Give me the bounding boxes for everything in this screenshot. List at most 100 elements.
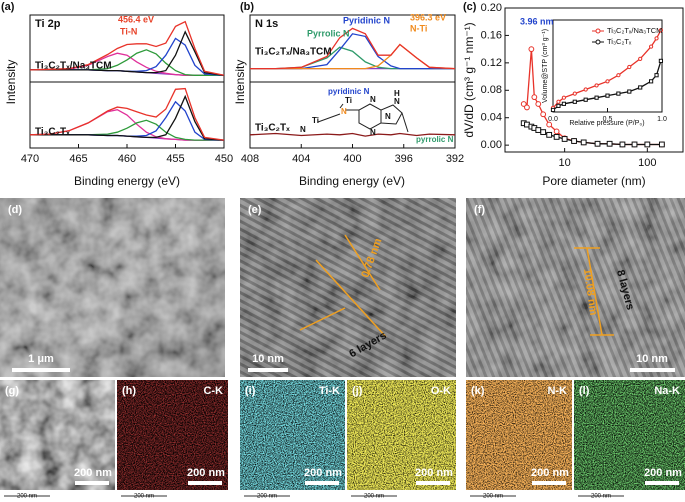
title: N 1s: [255, 18, 278, 30]
eds-map: [466, 380, 572, 490]
scale-bar: [532, 481, 566, 485]
point: [561, 95, 567, 100]
frame: [504, 7, 684, 153]
point: [649, 44, 654, 49]
scale-label: 10 nm: [252, 353, 284, 365]
x-tick-label: 465: [69, 153, 87, 165]
y-tick-label: 0.04: [481, 112, 502, 124]
x-tick-label: 470: [21, 153, 39, 165]
panel-label: (d): [8, 204, 22, 216]
ruler-strip: [574, 490, 685, 502]
point: [572, 99, 577, 104]
scale-label: 200 nm: [74, 467, 112, 479]
point: [535, 127, 542, 133]
molecule-label: N: [341, 107, 347, 116]
scale-bar: [645, 481, 679, 485]
molecule-label: N: [300, 125, 306, 134]
annotation: Pyridinic N: [343, 15, 390, 25]
sem-texture: [0, 198, 225, 377]
annotation: Ti-N: [120, 26, 137, 36]
sample: Ti₃C₂Tₓ: [35, 127, 70, 138]
scale-label: 200 nm: [531, 467, 569, 479]
panel-label: (e): [248, 204, 262, 216]
scale-bar: [416, 481, 450, 485]
ruler-label: 200 nm: [17, 494, 37, 500]
y-tick-label: 0.20: [481, 2, 502, 14]
eds-map: [347, 380, 456, 490]
x-tick-label: 0.0: [548, 116, 558, 123]
y-axis-label: Intensity: [4, 60, 18, 105]
x-tick-label: 0.5: [603, 116, 613, 123]
x-tick-label: 392: [446, 153, 464, 165]
x-tick-label: 10: [559, 157, 571, 169]
point: [627, 89, 632, 94]
panel-label: (c): [463, 1, 477, 13]
scale-label: 200 nm: [415, 467, 453, 479]
x-tick-label: 455: [166, 153, 184, 165]
element-label: Na-K: [654, 385, 680, 397]
ruler-strip: [0, 490, 115, 502]
ruler-label: 200 nm: [257, 494, 277, 500]
sample: Ti₃C₂Tₓ: [255, 123, 290, 134]
bond: [401, 112, 409, 133]
annotation: 3.96 nm: [520, 16, 554, 26]
panel-label: (l): [579, 385, 590, 397]
point: [638, 56, 643, 61]
point: [594, 140, 601, 147]
point: [616, 91, 621, 96]
x-tick-label: 450: [215, 153, 233, 165]
point: [654, 73, 659, 78]
eds-map: [240, 380, 345, 490]
molecule-label: N: [370, 128, 376, 137]
point: [540, 129, 547, 136]
molecule: [317, 103, 409, 133]
point: [553, 134, 560, 140]
ruler-label: 200 nm: [483, 494, 503, 500]
point: [556, 103, 561, 108]
molecule-label: Ti: [312, 116, 319, 125]
sample: Ti₃C₂Tₓ/Na₃TCM: [255, 47, 332, 58]
scale-label: 10 nm: [636, 353, 668, 365]
series-line: [250, 27, 456, 70]
legend-marker: [595, 28, 601, 34]
micrograph-e: (e) 0.78 nm 6 layers 10 nm: [240, 198, 456, 377]
point: [594, 83, 599, 88]
eds-maps: (g) 200 nm 200 nm (h) C-K 200 nm 200 nm (i) Ti-K…: [0, 380, 685, 502]
point: [631, 141, 638, 148]
point: [605, 93, 610, 98]
point: [524, 104, 530, 111]
micrograph-f: (f) 10.08 nm 8 layers 10 nm: [466, 198, 685, 377]
series-line: [30, 94, 225, 141]
molecule-label: N: [370, 95, 376, 104]
scale-label: 200 nm: [644, 467, 682, 479]
micrograph-d: (d) 1 μm: [0, 198, 225, 377]
element-label: O-K: [431, 385, 451, 397]
point: [606, 140, 613, 147]
series-line: [29, 87, 225, 141]
ruler-strip: [347, 490, 456, 502]
point: [550, 107, 556, 113]
legend-marker: [595, 39, 601, 45]
measure-line: [586, 247, 603, 336]
point: [583, 97, 588, 102]
scale-bar: [12, 368, 70, 372]
x-axis-label: Pore diameter (nm): [542, 174, 645, 188]
point: [520, 101, 527, 107]
point: [571, 138, 577, 144]
point: [528, 46, 535, 53]
ruler-strip: [466, 490, 572, 502]
scale-bar: [630, 368, 675, 372]
scale-bar: [75, 481, 109, 485]
eds-map: [574, 380, 685, 490]
series-line: [30, 30, 225, 76]
bond: [317, 113, 341, 123]
scale-bar: [248, 368, 288, 372]
point: [658, 28, 664, 33]
annotation: N-Ti: [410, 23, 427, 33]
panel-label: (b): [240, 1, 254, 13]
x-tick-label: 404: [292, 153, 310, 165]
point: [535, 101, 542, 107]
ruler-label: 200 nm: [134, 494, 154, 500]
y-tick-label: 0.00: [481, 139, 502, 151]
